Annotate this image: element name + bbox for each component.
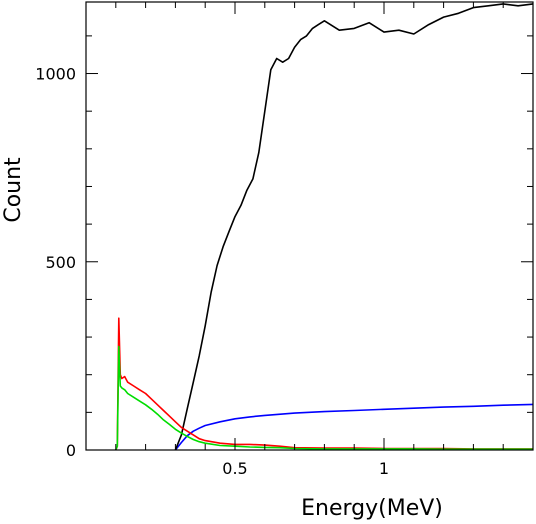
series-line-1 — [174, 403, 534, 451]
series-line-0 — [174, 3, 534, 451]
x-tick-label: 0.5 — [222, 459, 247, 478]
x-axis-label: Energy(MeV) — [301, 496, 443, 521]
plot-frame — [85, 1, 534, 451]
y-tick-label: 500 — [45, 253, 76, 272]
x-tick-label: 1 — [379, 459, 389, 478]
y-axis-label: Count — [1, 157, 26, 223]
y-tick-label: 1000 — [35, 65, 76, 84]
axes — [85, 1, 534, 451]
series-line-2 — [115, 317, 533, 451]
tick-labels: 0.5 1 0 500 1000 — [35, 65, 389, 478]
y-tick-label: 0 — [66, 441, 76, 460]
series-layer — [115, 3, 534, 451]
series-line-3 — [115, 345, 533, 451]
